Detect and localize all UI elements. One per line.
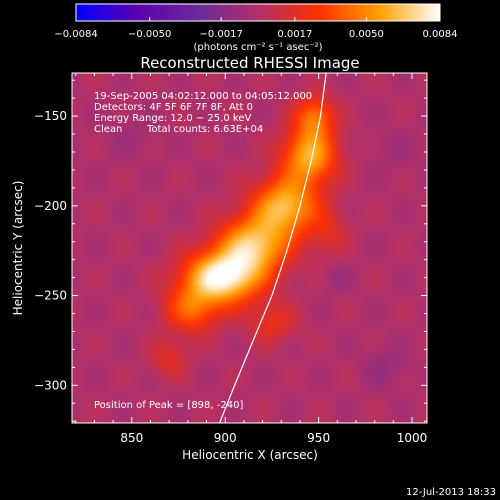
annotation-counts: Total counts: 6.63E+04	[146, 124, 263, 135]
y-tick-label: −250	[34, 289, 67, 303]
y-tick-label: −150	[34, 109, 67, 123]
timestamp: 12-Jul-2013 18:33	[406, 487, 496, 498]
annotation-detectors: Detectors: 4F 5F 6F 7F 8F, Att 0	[94, 102, 253, 113]
x-tick-label: 850	[120, 431, 143, 445]
annotation-algorithm: Clean	[94, 124, 122, 135]
x-axis-label: Heliocentric X (arcsec)	[182, 448, 318, 462]
annotation-time: 19-Sep-2005 04:02:12.000 to 04:05:12.000	[94, 91, 312, 102]
colorbar-tick-label: 0.0084	[423, 29, 458, 40]
colorbar-tick-label: −0.0017	[199, 29, 242, 40]
y-axis-ticks: −150 −200 −250 −300	[34, 79, 427, 422]
x-tick-label: 1000	[397, 431, 428, 445]
plot-area	[72, 73, 427, 423]
heatmap-image	[72, 73, 427, 423]
colorbar	[75, 3, 441, 22]
y-tick-label: −300	[34, 378, 67, 392]
colorbar-ticks: −0.0084 −0.0050 −0.0017 0.0017 0.0050 0.0084	[54, 17, 458, 40]
x-tick-label: 900	[214, 431, 237, 445]
colorbar-tick-label: 0.0017	[277, 29, 312, 40]
annotation-energy: Energy Range: 12.0 − 25.0 keV	[94, 113, 251, 124]
plot-frame	[71, 72, 428, 424]
colorbar-tick-label: −0.0084	[54, 29, 97, 40]
chart-title: Reconstructed RHESSI Image	[140, 54, 359, 72]
colorbar-tick-label: 0.0050	[349, 29, 384, 40]
y-axis-label: Heliocentric Y (arcsec)	[11, 181, 25, 316]
x-axis-ticks: 850 900 950 1000	[75, 73, 428, 445]
colorbar-tick-label: −0.0050	[128, 29, 171, 40]
y-tick-label: −200	[34, 199, 67, 213]
annotation-peak: Position of Peak = [898, -240]	[94, 400, 243, 411]
solar-limb-line	[219, 73, 327, 423]
x-tick-label: 950	[307, 431, 330, 445]
colorbar-unit-label: (photons cm⁻² s⁻¹ asec⁻²)	[193, 42, 322, 53]
